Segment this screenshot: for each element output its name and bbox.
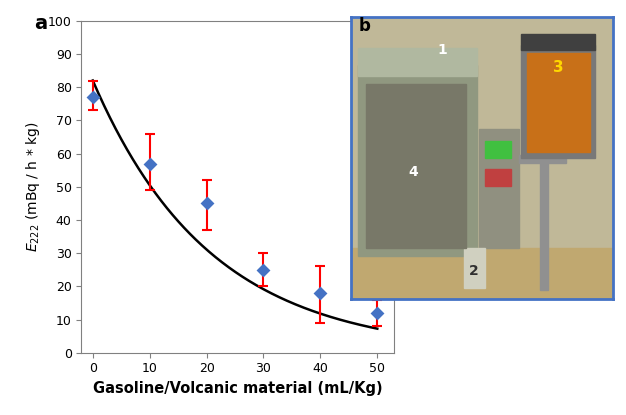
Text: 4: 4 [409, 165, 419, 179]
Point [316, 290, 326, 296]
Bar [521, 45, 595, 158]
Text: b: b [359, 17, 371, 35]
Point [372, 310, 382, 316]
Point [202, 200, 212, 207]
X-axis label: Gasoline/Volcanic material (mL/Kg): Gasoline/Volcanic material (mL/Kg) [93, 381, 382, 396]
Y-axis label: $E_{222}$ (mBq / h * kg): $E_{222}$ (mBq / h * kg) [24, 122, 42, 252]
Text: 1: 1 [438, 44, 448, 57]
Bar [359, 48, 477, 76]
Bar [485, 169, 511, 186]
Bar [485, 141, 511, 158]
Bar [519, 155, 566, 164]
Text: a: a [34, 14, 48, 33]
Point [145, 160, 155, 167]
Bar [464, 248, 485, 288]
Bar [540, 149, 548, 290]
Bar [521, 34, 595, 51]
Point [259, 266, 269, 273]
Bar [351, 248, 613, 299]
Bar [359, 65, 477, 256]
Bar [526, 53, 590, 152]
Text: 2: 2 [470, 264, 479, 278]
Bar [480, 129, 519, 248]
Bar [366, 84, 466, 248]
Point [88, 94, 98, 100]
Text: 3: 3 [553, 60, 563, 75]
